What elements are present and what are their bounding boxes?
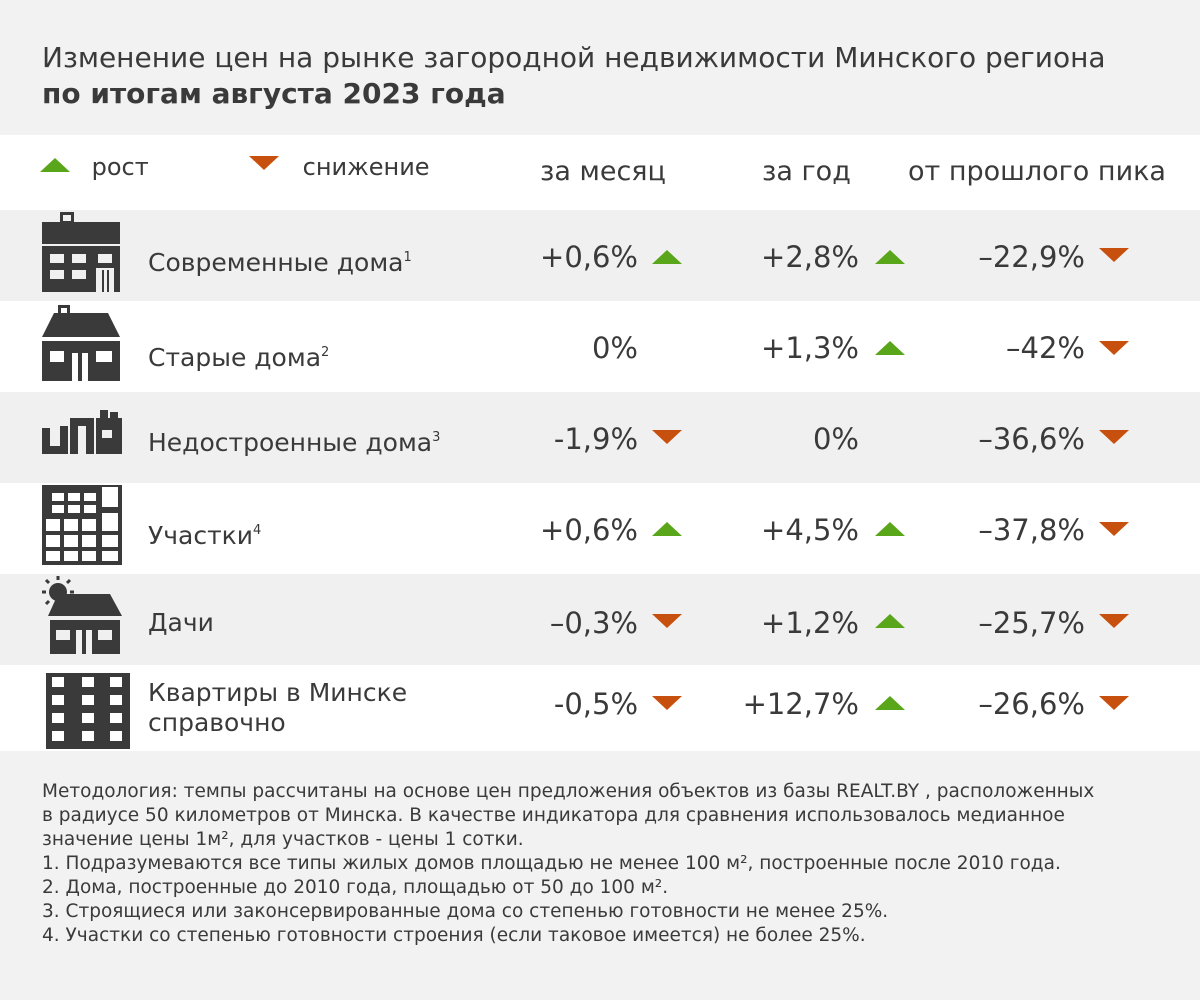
old-house-icon	[42, 305, 120, 381]
year-value: +12,7%	[742, 687, 859, 721]
down-arrow-icon	[652, 430, 682, 444]
dacha-icon	[42, 576, 122, 654]
peak-value: –25,7%	[978, 606, 1085, 640]
up-arrow-icon	[875, 614, 905, 628]
column-header-month: за месяц	[540, 156, 666, 187]
down-arrow-icon	[1099, 522, 1129, 536]
down-arrow-icon	[249, 156, 279, 170]
down-arrow-icon	[652, 614, 682, 628]
year-value: +1,2%	[761, 606, 859, 640]
unfinished-house-icon	[42, 410, 122, 454]
year-value: 0%	[812, 422, 859, 456]
peak-value: –37,8%	[978, 513, 1085, 547]
row-label-line-2: справочно	[148, 708, 286, 737]
down-arrow-icon	[1099, 248, 1129, 262]
row-label: Дачи	[148, 608, 214, 637]
row-label-line-1: Квартиры в Минске	[148, 678, 408, 707]
up-arrow-icon	[875, 250, 905, 264]
methodology-line-3: значение цены 1м², для участков - цены 1…	[42, 829, 524, 850]
up-arrow-icon	[875, 341, 905, 355]
down-arrow-icon	[1099, 614, 1129, 628]
column-header-year: за год	[762, 156, 851, 187]
peak-value: –22,9%	[978, 240, 1085, 274]
up-arrow-icon	[40, 158, 70, 172]
down-arrow-icon	[1099, 430, 1129, 444]
peak-value: –42%	[1006, 331, 1085, 365]
table-header: рост снижение за месяц за год от прошлог…	[0, 135, 1200, 210]
footnote-1: 1. Подразумеваются все типы жилых домов …	[42, 853, 1061, 874]
row-label: Недостроенные дома3	[148, 428, 441, 457]
up-arrow-icon	[652, 522, 682, 536]
footnote-4: 4. Участки со степенью готовности строен…	[42, 925, 866, 946]
month-value: -0,5%	[553, 687, 638, 721]
legend-down-label: снижение	[302, 153, 430, 181]
row-label: Квартиры в Минске справочно	[148, 678, 407, 738]
table-row: Современные дома1 +0,6% +2,8% –22,9%	[0, 210, 1200, 301]
modern-house-icon	[42, 212, 120, 292]
table-row: Недостроенные дома3 -1,9% 0% –36,6%	[0, 392, 1200, 483]
chart-title: Изменение цен на рынке загородной недвиж…	[42, 40, 1172, 112]
down-arrow-icon	[652, 696, 682, 710]
title-line-1: Изменение цен на рынке загородной недвиж…	[42, 41, 1106, 74]
footnote-3: 3. Строящиеся или законсервированные дом…	[42, 901, 889, 922]
methodology-line-2: в радиусе 50 километров от Минска. В кач…	[42, 805, 1065, 826]
apartment-building-icon	[46, 673, 130, 749]
footnotes: Методология: темпы рассчитаны на основе …	[42, 780, 1162, 948]
peak-value: –36,6%	[978, 422, 1085, 456]
down-arrow-icon	[1099, 696, 1129, 710]
table-row: Дачи –0,3% +1,2% –25,7%	[0, 574, 1200, 665]
table-row: Участки4 +0,6% +4,5% –37,8%	[0, 483, 1200, 574]
month-value: +0,6%	[540, 513, 638, 547]
up-arrow-icon	[875, 522, 905, 536]
month-value: –0,3%	[549, 606, 638, 640]
row-label: Современные дома1	[148, 248, 412, 277]
table-row: Старые дома2 0% +1,3% –42%	[0, 301, 1200, 392]
down-arrow-icon	[1099, 341, 1129, 355]
legend-down: снижение	[249, 153, 430, 181]
peak-value: –26,6%	[978, 687, 1085, 721]
land-plot-icon	[42, 485, 122, 565]
year-value: +1,3%	[761, 331, 859, 365]
table-row: Квартиры в Минске справочно -0,5% +12,7%…	[0, 665, 1200, 751]
row-label: Участки4	[148, 521, 262, 550]
row-label: Старые дома2	[148, 343, 330, 372]
month-value: 0%	[591, 331, 638, 365]
column-header-peak: от прошлого пика	[908, 156, 1166, 187]
title-line-2: по итогам августа 2023 года	[42, 77, 506, 110]
year-value: +2,8%	[761, 240, 859, 274]
up-arrow-icon	[875, 696, 905, 710]
up-arrow-icon	[652, 250, 682, 264]
footnote-2: 2. Дома, построенные до 2010 года, площа…	[42, 877, 669, 898]
year-value: +4,5%	[761, 513, 859, 547]
methodology-line-1: Методология: темпы рассчитаны на основе …	[42, 781, 1095, 802]
legend-up-label: рост	[91, 153, 149, 181]
month-value: -1,9%	[553, 422, 638, 456]
legend-up: рост	[40, 153, 149, 181]
month-value: +0,6%	[540, 240, 638, 274]
